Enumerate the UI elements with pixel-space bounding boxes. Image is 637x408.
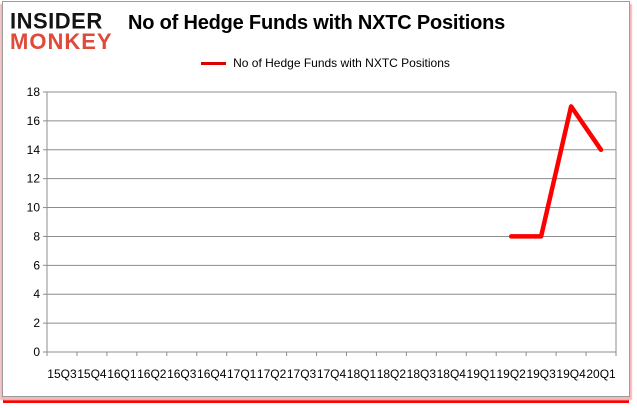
x-axis-label: 19Q3 <box>526 367 556 381</box>
logo-word-insider: INSIDER <box>10 7 103 34</box>
x-axis-label: 18Q4 <box>437 367 467 381</box>
chart-card <box>2 1 630 397</box>
y-axis-label: 4 <box>33 287 40 301</box>
chart-legend: No of Hedge Funds with NXTC Positions <box>0 56 637 70</box>
y-axis-label: 14 <box>27 143 41 157</box>
x-axis-label: 16Q4 <box>197 367 227 381</box>
y-axis-label: 18 <box>27 85 41 99</box>
x-axis-label: 17Q4 <box>317 367 347 381</box>
x-axis-label: 15Q4 <box>77 367 107 381</box>
y-axis-label: 0 <box>33 345 40 359</box>
legend-label: No of Hedge Funds with NXTC Positions <box>233 56 450 70</box>
y-axis-label: 6 <box>33 258 40 272</box>
chart-title: No of Hedge Funds with NXTC Positions <box>128 12 506 34</box>
x-axis-label: 18Q1 <box>347 367 377 381</box>
logo-word-monkey: MONKEY <box>10 29 113 54</box>
x-axis-label: 17Q2 <box>257 367 287 381</box>
x-axis-label: 20Q1 <box>586 367 616 381</box>
y-axis-label: 10 <box>27 201 41 215</box>
y-axis-label: 2 <box>33 316 40 330</box>
x-axis-label: 19Q2 <box>497 367 527 381</box>
series-line <box>508 104 604 239</box>
y-axis-label: 8 <box>33 229 40 243</box>
x-axis-label: 18Q2 <box>377 367 407 381</box>
x-axis-label: 19Q1 <box>467 367 497 381</box>
y-axis-label: 12 <box>27 172 41 186</box>
x-axis-label: 18Q3 <box>407 367 437 381</box>
x-axis-label: 16Q3 <box>167 367 197 381</box>
x-axis-label: 17Q3 <box>287 367 317 381</box>
x-axis-label: 17Q1 <box>227 367 257 381</box>
insider-monkey-logo: INSIDER MONKEY <box>10 7 113 54</box>
y-axis-label: 16 <box>27 114 41 128</box>
x-axis-label: 15Q3 <box>47 367 77 381</box>
x-axis-label: 16Q2 <box>137 367 167 381</box>
x-axis-label: 16Q1 <box>107 367 137 381</box>
x-axis-label: 19Q4 <box>556 367 586 381</box>
legend-line-swatch <box>201 61 227 65</box>
